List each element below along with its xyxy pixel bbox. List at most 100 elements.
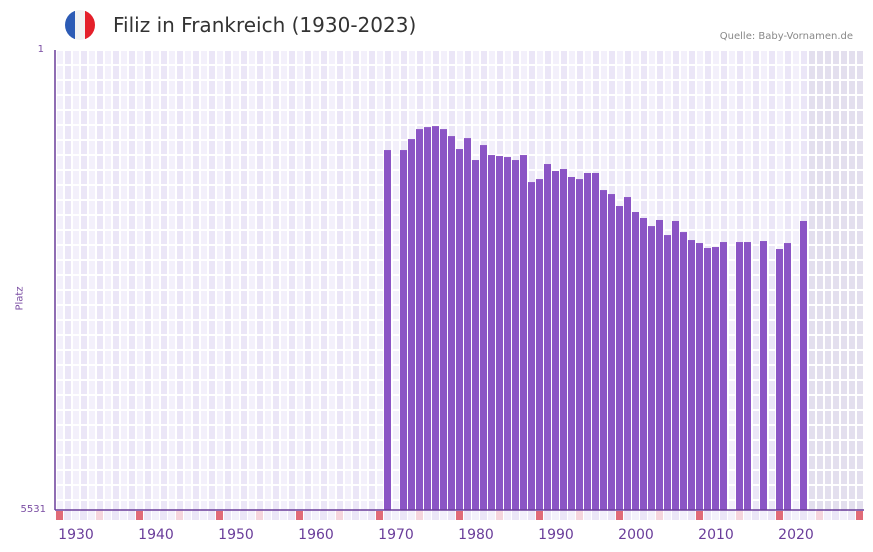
grid-cell [673, 126, 679, 139]
grid-cell [849, 396, 855, 409]
grid-cell [537, 171, 543, 184]
grid-cell [57, 336, 63, 349]
grid-cell [841, 81, 847, 94]
grid-cell [209, 351, 215, 364]
grid-cell [393, 171, 399, 184]
grid-cell [769, 336, 775, 349]
grid-cell [281, 426, 287, 439]
grid-cell [145, 66, 151, 79]
grid-cell [553, 126, 559, 139]
grid-cell [257, 126, 263, 139]
grid-cell [113, 426, 119, 439]
grid-cell [753, 111, 759, 124]
grid-cell [193, 351, 199, 364]
year-marker [424, 511, 431, 520]
grid-cell [289, 51, 295, 64]
grid-cell [361, 156, 367, 169]
grid-cell [753, 381, 759, 394]
grid-cell [785, 96, 791, 109]
grid-cell [241, 261, 247, 274]
grid-cell [201, 351, 207, 364]
grid-cell [233, 231, 239, 244]
grid-cell [617, 156, 623, 169]
grid-cell [841, 111, 847, 124]
grid-cell [113, 141, 119, 154]
grid-cell [257, 96, 263, 109]
grid-cell [145, 486, 151, 499]
grid-cell [369, 321, 375, 334]
grid-cell [65, 156, 71, 169]
grid-cell [169, 426, 175, 439]
grid-cell [825, 216, 831, 229]
grid-cell [369, 246, 375, 259]
grid-cell [249, 66, 255, 79]
grid-cell [121, 441, 127, 454]
grid-cell [161, 96, 167, 109]
grid-cell [625, 51, 631, 64]
grid-cell [97, 171, 103, 184]
grid-cell [129, 246, 135, 259]
grid-cell [681, 141, 687, 154]
grid-cell [281, 66, 287, 79]
grid-cell [321, 411, 327, 424]
grid-cell [153, 141, 159, 154]
grid-cell [713, 126, 719, 139]
grid-cell [137, 171, 143, 184]
grid-cell [145, 156, 151, 169]
grid-cell [377, 51, 383, 64]
grid-cell [289, 366, 295, 379]
grid-cell [713, 201, 719, 214]
year-marker [112, 511, 119, 520]
year-marker [768, 511, 775, 520]
grid-cell [369, 141, 375, 154]
grid-cell [473, 96, 479, 109]
grid-cell [225, 111, 231, 124]
grid-cell [281, 321, 287, 334]
grid-cell [297, 351, 303, 364]
grid-cell [721, 216, 727, 229]
grid-cell [169, 441, 175, 454]
grid-cell [329, 126, 335, 139]
grid-cell [105, 186, 111, 199]
bar-1974 [424, 127, 431, 510]
grid-cell [393, 381, 399, 394]
bar-1997 [608, 194, 615, 511]
grid-cell [793, 426, 799, 439]
year-marker [288, 511, 295, 520]
year-marker [744, 511, 751, 520]
grid-cell [393, 471, 399, 484]
grid-cell [761, 231, 767, 244]
grid-cell [617, 111, 623, 124]
grid-cell [681, 126, 687, 139]
grid-cell [329, 381, 335, 394]
grid-cell [361, 456, 367, 469]
grid-cell [473, 126, 479, 139]
grid-cell [281, 96, 287, 109]
grid-cell [313, 396, 319, 409]
grid-cell [329, 246, 335, 259]
grid-cell [393, 66, 399, 79]
grid-cell [89, 51, 95, 64]
grid-cell [353, 231, 359, 244]
grid-cell [337, 156, 343, 169]
grid-cell [193, 321, 199, 334]
grid-cell [369, 336, 375, 349]
grid-cell [257, 351, 263, 364]
grid-cell [505, 126, 511, 139]
grid-cell [537, 126, 543, 139]
grid-cell [801, 201, 807, 214]
grid-cell [673, 201, 679, 214]
grid-cell [857, 141, 863, 154]
grid-cell [225, 201, 231, 214]
grid-cell [161, 201, 167, 214]
grid-cell [161, 81, 167, 94]
grid-cell [249, 186, 255, 199]
grid-cell [593, 66, 599, 79]
grid-cell [249, 471, 255, 484]
grid-cell [857, 111, 863, 124]
grid-cell [57, 126, 63, 139]
grid-cell [697, 126, 703, 139]
grid-cell [273, 366, 279, 379]
grid-cell [241, 426, 247, 439]
grid-cell [537, 156, 543, 169]
